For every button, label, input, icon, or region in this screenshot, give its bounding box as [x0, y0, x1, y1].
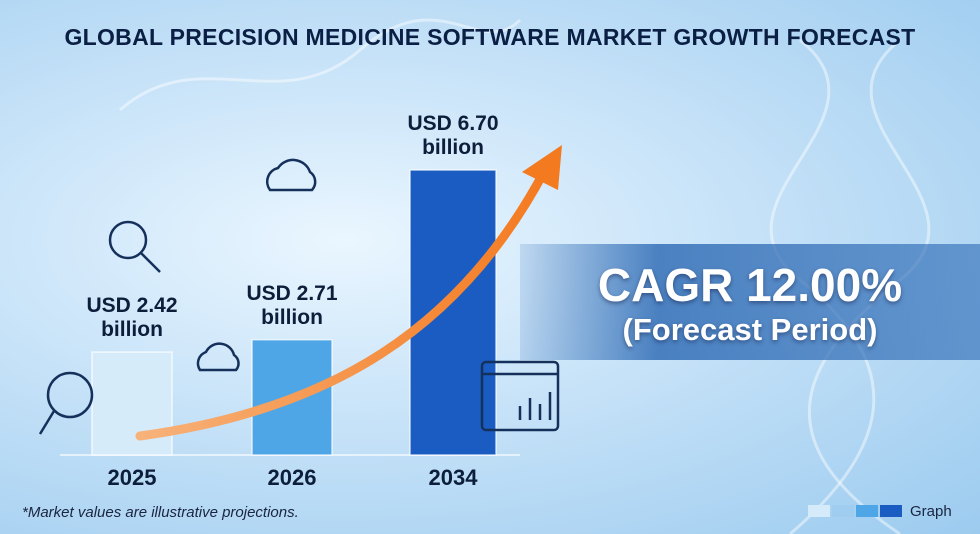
footnote: *Market values are illustrative projecti…	[22, 504, 299, 521]
arrow-head	[522, 145, 562, 190]
chart-title: GLOBAL PRECISION MEDICINE SOFTWARE MARKE…	[64, 24, 916, 50]
bar	[91, 351, 173, 456]
value-label: USD 2.42 billion	[86, 294, 178, 342]
brand-logo	[808, 505, 902, 517]
cagr-label: CAGR 12.00%	[597, 259, 903, 311]
value-label: USD 2.71 billion	[246, 281, 338, 329]
period-label: (Forecast Period)	[622, 312, 878, 347]
value-label: USD 6.70 billion	[407, 112, 499, 159]
brand-name: Graph	[910, 503, 952, 520]
x-tick-label: 2025	[107, 465, 157, 490]
cagr-band	[520, 244, 980, 360]
growth-arrow	[135, 165, 550, 441]
x-tick-label: 2026	[267, 465, 317, 490]
icons	[38, 158, 560, 435]
x-tick-label: 2034	[428, 465, 478, 490]
